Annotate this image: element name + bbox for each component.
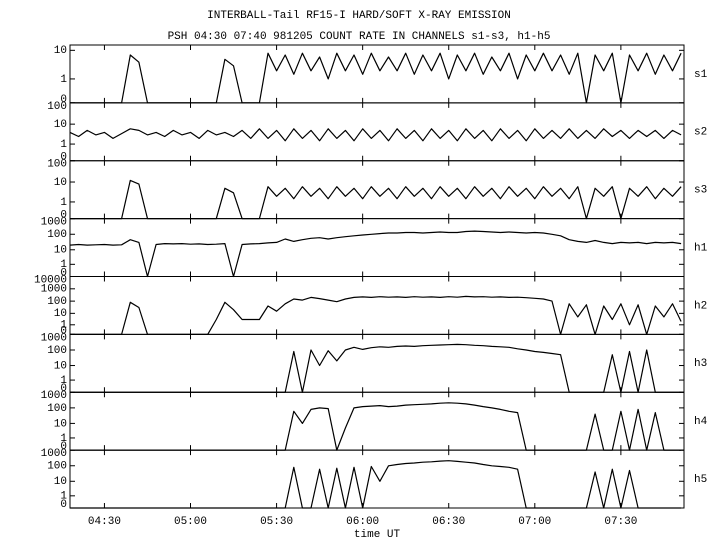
- x-tick-label: 07:30: [604, 516, 637, 528]
- panel-label: h4: [694, 416, 708, 428]
- data-line: [70, 460, 682, 509]
- y-tick-label: 100: [47, 101, 67, 113]
- chart-subtitle: PSH 04:30 07:40 981205 COUNT RATE IN CHA…: [168, 31, 551, 43]
- y-tick-label: 1000: [41, 448, 67, 460]
- y-tick-label: 0: [60, 94, 67, 106]
- y-tick-label: 100: [47, 345, 67, 357]
- panel-label: h2: [694, 300, 707, 312]
- y-tick-label: 10: [54, 360, 67, 372]
- panel-label: h3: [694, 358, 707, 370]
- y-tick-label: 0: [60, 267, 67, 279]
- panel-label: s2: [694, 127, 707, 139]
- y-tick-label: 1: [60, 74, 67, 86]
- y-tick-label: 0: [60, 383, 67, 395]
- y-tick-label: 10: [54, 45, 67, 57]
- y-tick-label: 0: [60, 210, 67, 222]
- y-tick-label: 0: [60, 152, 67, 164]
- y-tick-label: 10: [54, 119, 67, 131]
- x-tick-label: 06:00: [346, 516, 379, 528]
- y-tick-label: 100: [47, 159, 67, 171]
- y-tick-label: 0: [60, 499, 67, 511]
- y-tick-label: 100: [47, 403, 67, 415]
- y-tick-label: 1: [60, 491, 67, 503]
- panel-label: s1: [694, 69, 708, 81]
- y-tick-label: 100: [47, 296, 67, 308]
- x-axis-label: time UT: [354, 529, 401, 541]
- y-tick-label: 10000: [34, 274, 67, 286]
- y-tick-label: 10: [54, 308, 67, 320]
- panel-label: s3: [694, 185, 707, 197]
- panel-label: h1: [694, 242, 708, 254]
- panel-frame: [69, 449, 685, 509]
- y-tick-label: 100: [47, 229, 67, 241]
- x-tick-label: 05:30: [260, 516, 293, 528]
- y-tick-label: 1: [60, 197, 67, 209]
- y-tick-label: 10: [54, 177, 67, 189]
- y-tick-label: 0: [60, 325, 67, 337]
- y-tick-label: 1000: [41, 284, 67, 296]
- y-tick-label: 10: [54, 476, 67, 488]
- data-line: [69, 128, 682, 142]
- y-tick-label: 10: [54, 245, 67, 257]
- x-tick-label: 06:30: [432, 516, 465, 528]
- y-tick-label: 1000: [41, 332, 67, 344]
- y-tick-label: 100: [47, 461, 67, 473]
- y-tick-label: 1: [60, 139, 67, 151]
- y-tick-label: 1: [60, 433, 67, 445]
- x-tick-label: 07:00: [518, 516, 551, 528]
- chart-title: INTERBALL-Tail RF15-I HARD/SOFT X-RAY EM…: [207, 10, 511, 22]
- y-tick-label: 1000: [41, 217, 67, 229]
- y-tick-label: 0: [60, 441, 67, 453]
- y-tick-label: 1: [60, 375, 67, 387]
- data-line: [69, 230, 682, 278]
- panel-label: h5: [694, 474, 707, 486]
- y-tick-label: 1: [60, 259, 67, 271]
- y-tick-label: 1000: [41, 390, 67, 402]
- x-tick-label: 05:00: [174, 516, 207, 528]
- y-tick-label: 1: [60, 320, 67, 332]
- y-tick-label: 10: [54, 418, 67, 430]
- x-tick-label: 04:30: [88, 516, 121, 528]
